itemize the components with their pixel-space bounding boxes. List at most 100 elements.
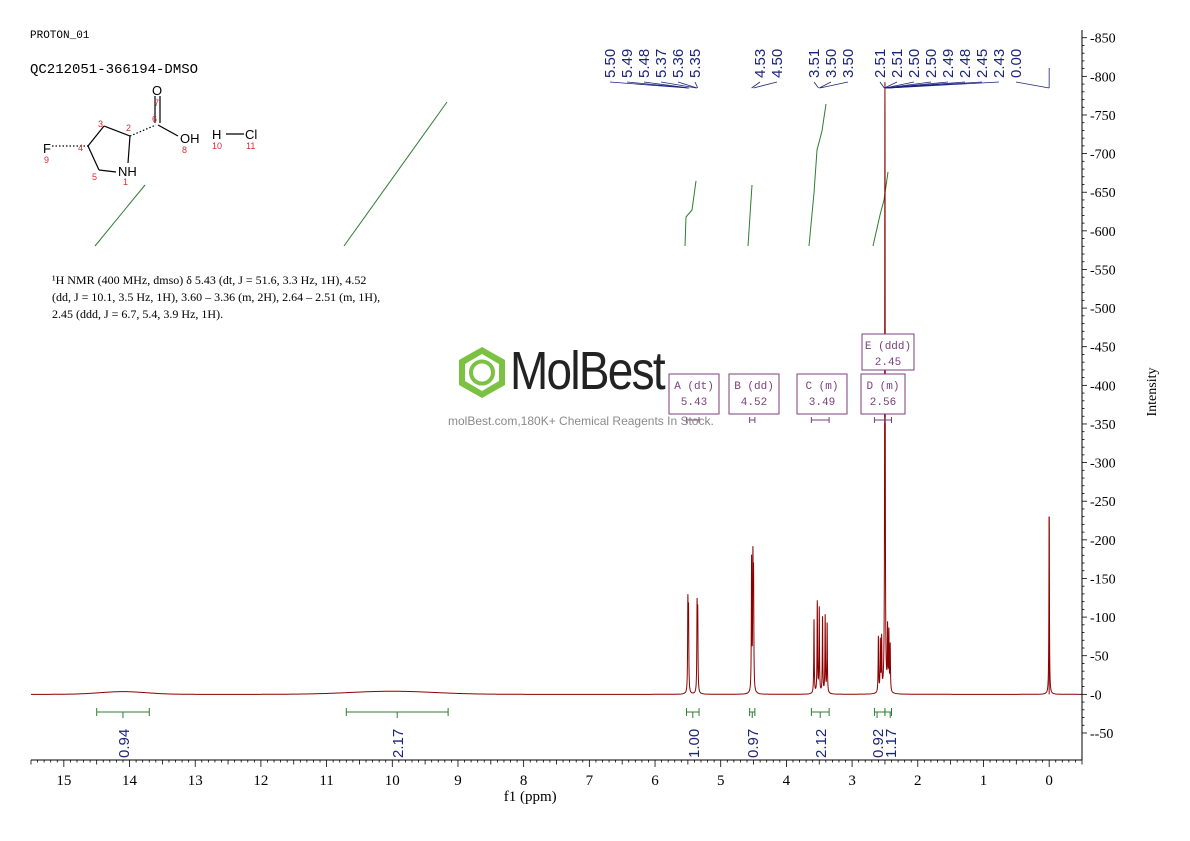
nmr-description: ¹H NMR (400 MHz, dmso) δ 5.43 (dt, J = 5… (52, 272, 432, 323)
watermark-tagline: molBest.com,180K+ Chemical Reagents In S… (448, 414, 714, 428)
y-tick-label: -200 (1090, 534, 1116, 549)
chemical-structure: F NH O OH H Cl 1 2 3 4 5 6 7 8 9 10 11 (43, 83, 257, 187)
atom-number: 6 (152, 114, 157, 124)
multiplet-label: D (m) (866, 381, 899, 393)
integral-curve (872, 171, 889, 247)
y-tick-label: -800 (1090, 70, 1116, 85)
multiplet-box (728, 373, 780, 415)
peak-label: 5.35 (687, 49, 704, 78)
peak-label-connector (889, 81, 1000, 89)
structure-bond (87, 125, 105, 147)
peak-label-connector (694, 81, 699, 89)
x-tick-label: 14 (122, 773, 138, 789)
integral-value: 0.97 (745, 729, 762, 758)
atom-number: 1 (123, 177, 128, 187)
atom-number: 8 (182, 145, 187, 155)
peak-label: 2.45 (974, 49, 991, 78)
y-axis: --50 -0 -50 -100 -150 -200 -250 -300 -350 -400 -45… (1081, 30, 1160, 760)
multiplet-shift: 4.52 (741, 397, 767, 409)
y-tick-label: -50 (1090, 650, 1109, 665)
peak-label: 2.51 (889, 49, 906, 78)
multiplet-box (668, 373, 720, 415)
multiplet-box (861, 333, 915, 371)
peak-label: 5.49 (619, 49, 636, 78)
atom-label: F (43, 141, 51, 156)
y-tick-label: -600 (1090, 225, 1116, 240)
peak-label: 2.43 (991, 49, 1008, 78)
integral-curve (94, 184, 146, 247)
integral-bars: 0.94 2.17 1.00 0.97 2.12 0.921.17 (96, 708, 900, 758)
atom-label: O (152, 83, 162, 98)
peak-label: 3.50 (823, 49, 840, 78)
logo-ring (469, 359, 495, 386)
peak-label-connector (813, 81, 819, 89)
structure-bond (87, 145, 100, 171)
structure-bond (127, 135, 131, 164)
y-tick-label: -350 (1090, 418, 1116, 433)
x-axis-label: f1 (ppm) (504, 789, 557, 805)
peak-label: 3.50 (840, 49, 857, 78)
atom-number: 11 (246, 141, 255, 151)
integral-value: 1.00 (686, 729, 703, 758)
spectrum-line (31, 82, 1082, 695)
peak-label-connector (819, 81, 832, 89)
x-tick-label: 6 (651, 773, 659, 789)
x-axis: 15 14 13 12 11 10 9 8 7 6 5 4 3 2 1 0f1 (ppm) (30, 759, 1083, 805)
x-tick-label: 2 (914, 773, 922, 789)
integral-curve (684, 180, 697, 247)
peak-label-connector (1015, 81, 1050, 89)
atom-label: OH (180, 131, 200, 146)
y-tick-label: --50 (1090, 727, 1113, 742)
nmr-description-line: 2.45 (ddd, J = 6.7, 5.4, 3.9 Hz, 1H). (52, 307, 224, 321)
multiplet-shift: 3.49 (809, 397, 835, 409)
y-tick-label: -0 (1090, 688, 1102, 703)
atom-number: 9 (44, 155, 49, 165)
multiplet-box (860, 373, 906, 415)
x-tick-label: 15 (56, 773, 71, 789)
x-tick-label: 4 (783, 773, 791, 789)
multiplet-shift: 2.45 (875, 357, 901, 369)
x-tick-label: 0 (1045, 773, 1053, 789)
integral-curve (747, 184, 753, 247)
multiplet-label: E (ddd) (865, 341, 911, 353)
peak-labels: 5.50 5.49 5.48 5.37 5.36 5.35 4.53 4.50 3.51 3.50… (602, 49, 1050, 89)
peak-label: 2.49 (940, 49, 957, 78)
structure-bond (98, 169, 117, 173)
peak-label: 4.50 (769, 49, 786, 78)
x-tick-label: 1 (980, 773, 988, 789)
x-tick-label: 8 (520, 773, 528, 789)
structure-bond (129, 124, 157, 137)
integral-value: 0.92 (870, 729, 887, 758)
y-tick-label: -250 (1090, 495, 1116, 510)
peak-label-connector (677, 81, 698, 89)
y-tick-label: -750 (1090, 109, 1116, 124)
multiplet-shift: 5.43 (681, 397, 707, 409)
peak-label: 4.53 (752, 49, 769, 78)
integral-curves (94, 101, 889, 247)
peak-label: 0.00 (1008, 49, 1025, 78)
x-tick-label: 9 (454, 773, 462, 789)
integral-value: 2.12 (813, 729, 830, 758)
peak-label-connector (879, 81, 885, 89)
sample-name: QC212051-366194-DMSO (30, 62, 199, 78)
y-tick-label: -650 (1090, 186, 1116, 201)
y-tick-label: -400 (1090, 379, 1116, 394)
molbest-logo-icon (459, 347, 505, 398)
x-tick-label: 12 (253, 773, 268, 789)
multiplet-box (796, 373, 848, 415)
peak-label-connector (884, 81, 915, 89)
y-axis-label: Intensity (1145, 368, 1160, 417)
peak-label: 2.50 (906, 49, 923, 78)
peak-label-connector (819, 81, 849, 89)
experiment-name: PROTON_01 (30, 30, 90, 42)
multiplet-shift: 2.56 (870, 397, 896, 409)
integral-value: 1.17 (883, 729, 900, 758)
atom-number: 7 (154, 98, 159, 108)
atom-number: 4 (78, 143, 83, 153)
spectrum-trace (31, 82, 1082, 695)
nmr-description-line: ¹H NMR (400 MHz, dmso) δ 5.43 (dt, J = 5… (52, 273, 367, 287)
peak-label: 5.50 (602, 49, 619, 78)
atom-number: 5 (92, 172, 97, 182)
watermark-brand: MolBest (510, 341, 666, 401)
